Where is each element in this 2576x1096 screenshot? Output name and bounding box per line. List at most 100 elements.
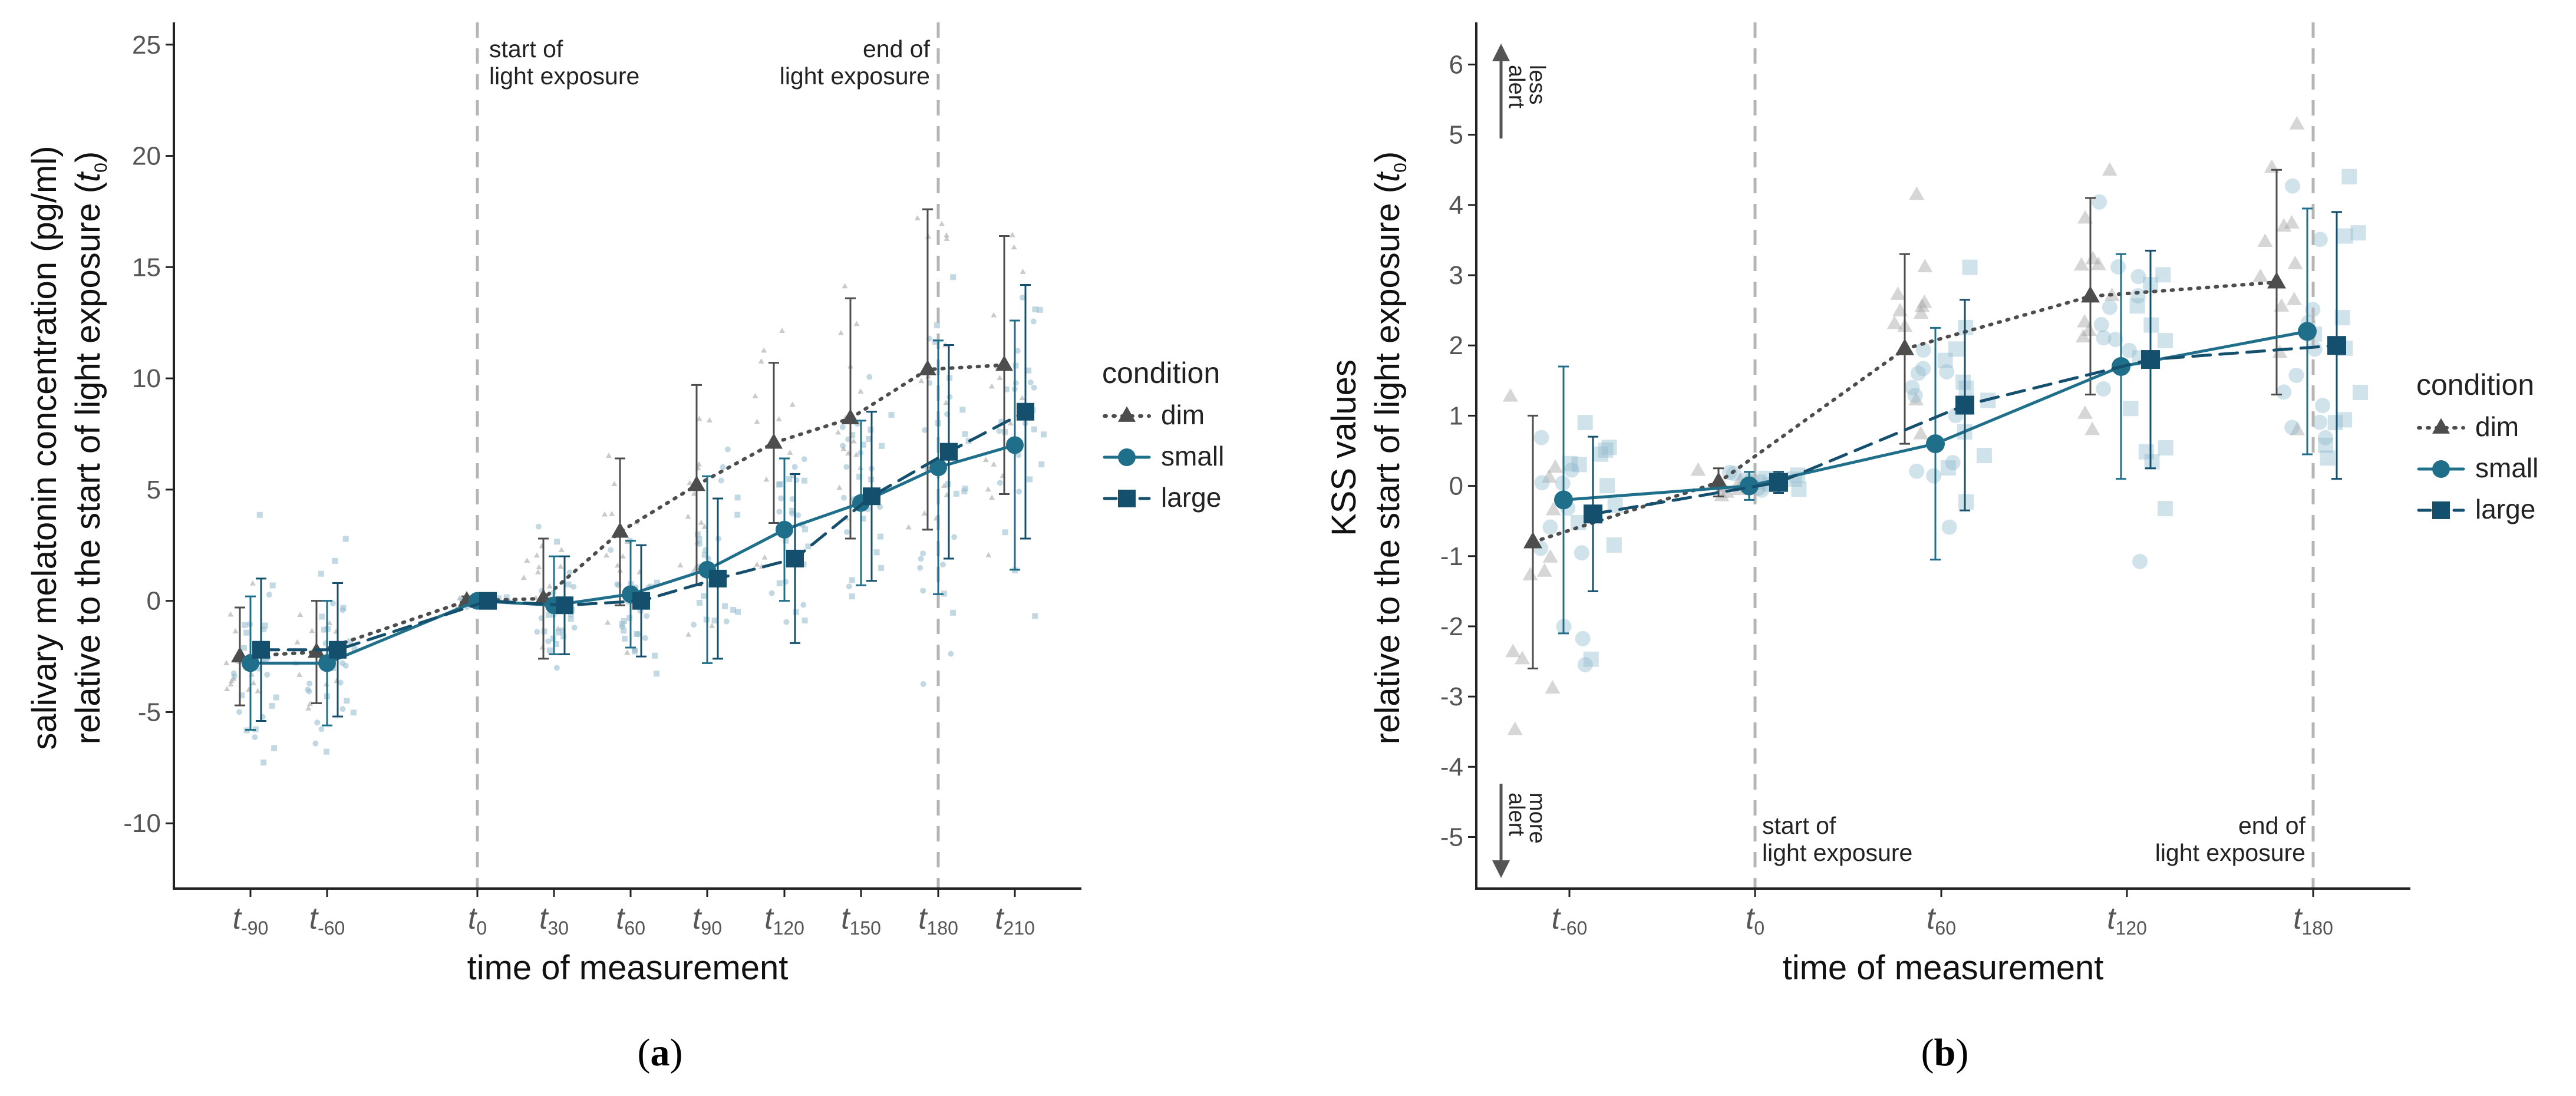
mean-point-large: [479, 592, 497, 610]
x-tick-label: t-60: [1552, 902, 1588, 939]
raw-point-large: [777, 481, 784, 487]
raw-point-dim: [1917, 259, 1933, 273]
legend-title: condition: [2416, 368, 2534, 401]
y-ticks-b: -5 -4 -3 -2 -1 0 1 2 3 4 5 6: [1440, 51, 1476, 851]
raw-point-large: [2350, 225, 2366, 241]
raw-point-dim: [307, 701, 314, 707]
raw-point-small: [2093, 317, 2109, 333]
raw-point-large: [805, 543, 812, 550]
raw-point-dim: [763, 476, 770, 482]
raw-point-small: [2092, 194, 2107, 210]
raw-point-large: [2144, 454, 2160, 470]
raw-point-large: [701, 552, 708, 558]
raw-point-dim: [853, 321, 860, 326]
raw-point-small: [801, 456, 807, 463]
x-tick-label: t-90: [233, 902, 269, 939]
raw-point-large: [1958, 494, 1974, 510]
raw-point-dim: [1690, 462, 1706, 476]
annotation-end-a-1: end of: [863, 35, 931, 62]
raw-point-dim: [696, 461, 702, 467]
raw-point-large: [553, 641, 559, 648]
raw-point-large: [2352, 384, 2368, 400]
raw-point-large: [849, 577, 855, 583]
raw-point-dim: [685, 513, 691, 519]
raw-point-small: [2312, 232, 2328, 247]
raw-point-dim: [752, 392, 758, 398]
y-tick-label: 20: [132, 142, 161, 171]
raw-point-large: [2337, 228, 2353, 244]
raw-point-dim: [2287, 255, 2303, 269]
raw-point-small: [691, 622, 697, 628]
raw-point-large: [959, 407, 966, 413]
raw-point-small: [920, 681, 926, 687]
raw-point-small: [1915, 342, 1931, 358]
mean-point-large: [863, 487, 880, 506]
raw-point-large: [953, 490, 959, 497]
raw-point-dim: [2077, 210, 2093, 224]
annotation-less-1: less: [1525, 65, 1549, 105]
raw-point-small: [2284, 178, 2300, 194]
raw-point-dim: [1913, 425, 1929, 440]
series-line-small: [249, 443, 1017, 665]
raw-point-large: [1791, 481, 1807, 497]
raw-point-small: [2096, 381, 2112, 397]
raw-point-large: [546, 647, 553, 653]
raw-point-dim: [1886, 315, 1902, 329]
raw-point-large: [347, 638, 354, 645]
raw-point-large: [321, 626, 328, 633]
raw-data-points-a: [223, 215, 1047, 766]
raw-point-small: [800, 602, 807, 608]
raw-point-dim: [991, 461, 997, 467]
raw-point-dim: [611, 481, 618, 487]
raw-point-small: [840, 443, 846, 449]
raw-point-small: [866, 374, 873, 380]
raw-point-dim: [1522, 567, 1538, 580]
y-tick-label: 5: [1449, 121, 1463, 150]
annotation-end-a-2: light exposure: [780, 62, 930, 90]
raw-point-dim: [1020, 269, 1026, 274]
y-ticks-a: -10 -5 0 5 10 15 20 25: [123, 31, 174, 838]
raw-point-large: [626, 615, 633, 621]
raw-point-small: [948, 651, 954, 657]
raw-point-large: [2318, 437, 2334, 453]
legend-label-dim: dim: [2475, 411, 2519, 442]
raw-point-small: [318, 726, 325, 732]
x-tick-label: t120: [2107, 902, 2147, 939]
raw-point-large: [962, 431, 968, 437]
raw-point-large: [1948, 341, 1964, 357]
raw-point-large: [2158, 333, 2173, 349]
y-axis-title-b-line1: KSS values: [1325, 359, 1363, 536]
raw-point-dim: [2290, 421, 2305, 435]
raw-point-dim: [2276, 218, 2292, 232]
raw-point-large: [262, 622, 268, 629]
raw-point-small: [946, 394, 953, 400]
raw-point-dim: [2286, 292, 2302, 305]
raw-point-large: [789, 507, 796, 514]
raw-point-dim: [997, 375, 1003, 380]
raw-point-large: [550, 635, 556, 642]
raw-point-small: [1564, 462, 1579, 478]
raw-point-small: [339, 660, 345, 666]
x-tick-label: t0: [468, 902, 487, 939]
raw-point-dim: [539, 644, 546, 650]
mean-point-small: [1554, 490, 1573, 510]
x-axis-title-a: time of measurement: [467, 949, 789, 987]
annotation-less-2: alert: [1504, 65, 1529, 108]
raw-point-small: [1926, 468, 1942, 484]
mean-point-dim: [995, 355, 1013, 371]
raw-point-small: [1016, 488, 1023, 495]
raw-point-dim: [857, 388, 864, 394]
raw-point-large: [323, 748, 329, 755]
series-b: [1523, 169, 2346, 669]
raw-point-large: [868, 427, 874, 433]
raw-point-large: [1940, 460, 1956, 476]
raw-point-dim: [250, 680, 257, 685]
mean-point-large: [1955, 395, 1974, 415]
raw-point-dim: [609, 510, 615, 516]
raw-point-small: [534, 629, 540, 635]
raw-point-small: [1012, 380, 1019, 387]
mean-point-large: [1769, 473, 1788, 492]
y-axis-title-a-line1: salivary melatonin concentration (pg/ml): [25, 146, 64, 750]
y-tick-label: 5: [147, 476, 161, 504]
raw-point-large: [950, 274, 956, 280]
